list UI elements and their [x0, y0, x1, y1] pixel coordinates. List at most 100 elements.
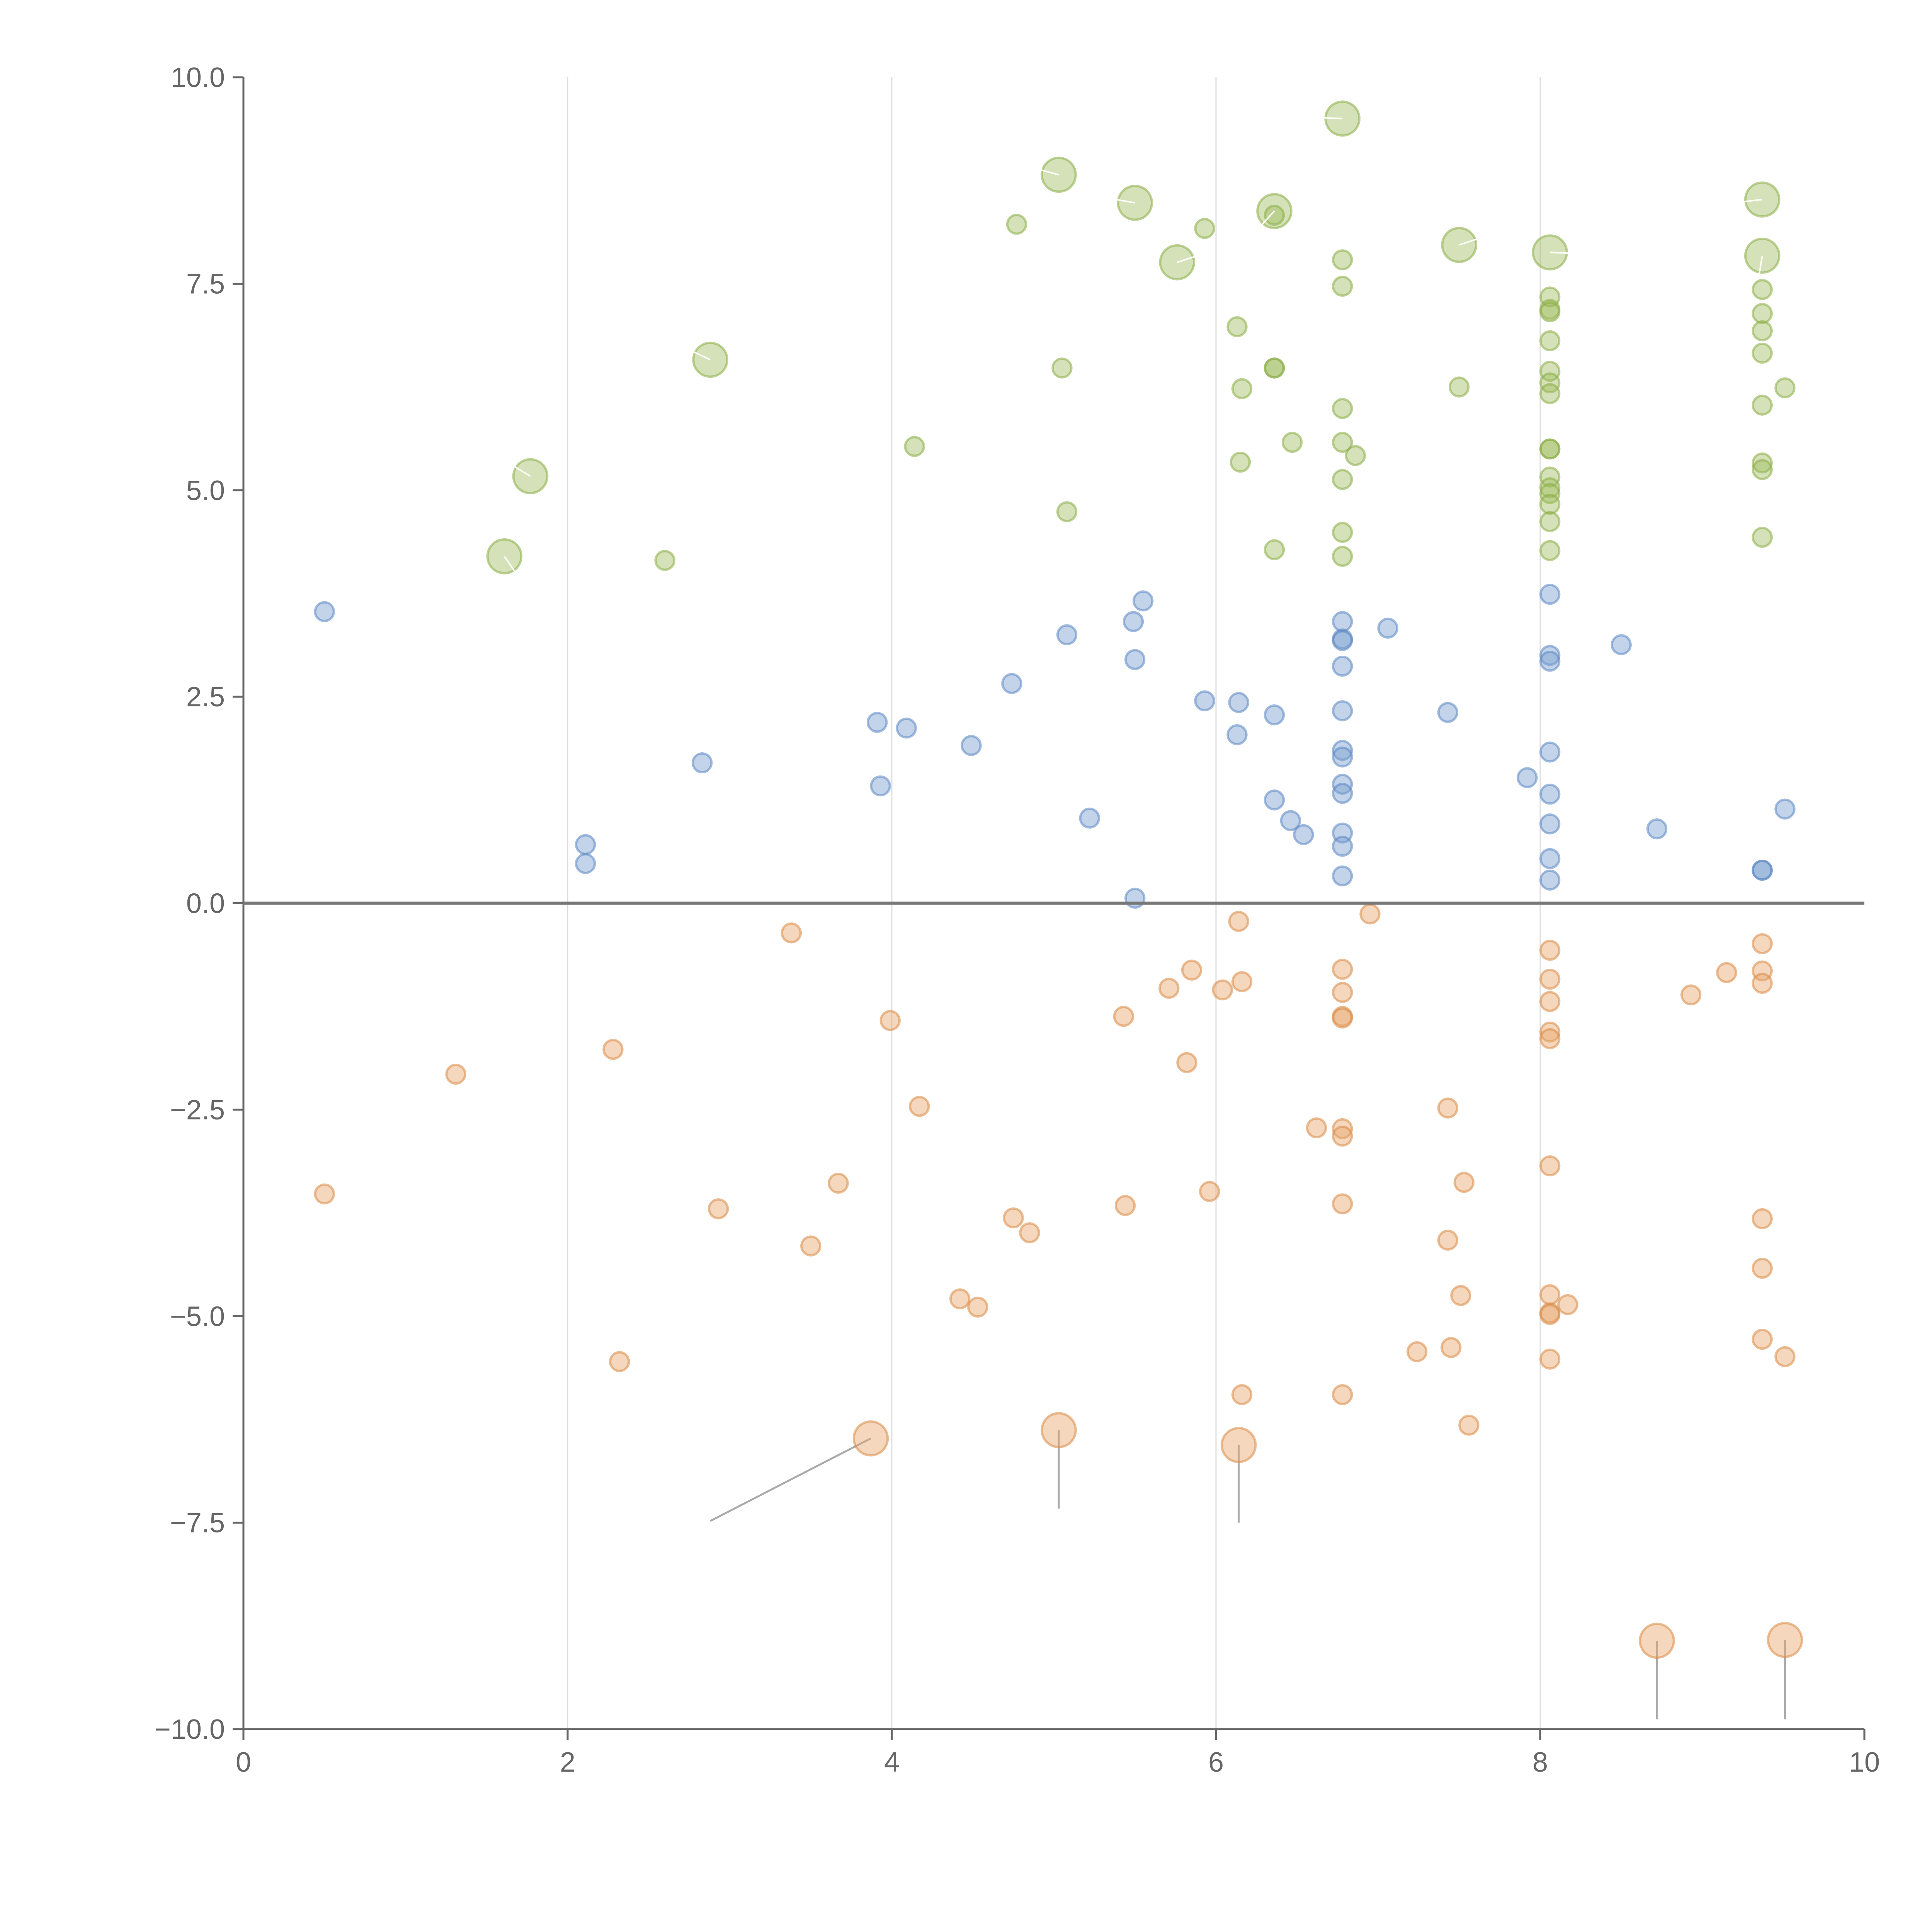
data-point-orange: [1453, 1172, 1475, 1193]
data-point-blue: [1539, 651, 1561, 672]
data-point-blue: [1332, 746, 1353, 768]
annotation-leader-line: [1305, 116, 1343, 119]
data-point-orange: [1539, 940, 1561, 961]
data-point-blue: [1122, 611, 1144, 632]
data-point-blue: [896, 718, 917, 739]
data-point-blue: [1124, 888, 1146, 909]
series-orange: [314, 903, 1803, 1659]
data-point-orange: [1003, 1207, 1024, 1229]
data-point-orange: [1231, 1384, 1253, 1405]
y-tick-label: 5.0: [186, 475, 225, 506]
data-point-orange: [445, 1063, 466, 1085]
leader-layer: [710, 1430, 1786, 1719]
data-point-green: [1051, 357, 1073, 379]
data-point-blue: [870, 775, 891, 797]
data-point-green: [1282, 432, 1303, 453]
data-point-orange: [1716, 962, 1737, 983]
data-point-orange: [1437, 1230, 1459, 1251]
data-point-green: [654, 550, 675, 571]
data-point-orange: [1539, 1284, 1561, 1305]
data-point-blue: [1264, 789, 1285, 811]
data-point-blue: [1539, 869, 1561, 891]
data-point-orange: [1539, 1021, 1561, 1043]
data-point-orange: [1306, 1117, 1327, 1139]
data-point-blue: [1332, 783, 1353, 804]
data-point-orange: [1440, 1337, 1462, 1358]
data-point-green: [1774, 377, 1796, 398]
annotation-leader-line: [1251, 210, 1275, 236]
data-point-blue: [1539, 645, 1561, 666]
data-point-orange: [1332, 1384, 1353, 1405]
axis-layer: 0 2 4 6 8 10 10.0 7.5 5.0 2.5 0.0 −2.5 −5.0 −7.5 −10.0: [155, 62, 1880, 1778]
data-point-blue: [1079, 808, 1100, 829]
data-point-orange: [1199, 1181, 1220, 1202]
data-point-blue: [1133, 590, 1154, 612]
data-point-blue: [1194, 690, 1215, 711]
data-point-green: [1539, 330, 1561, 352]
data-point-blue: [1332, 835, 1353, 857]
data-point-green: [1539, 383, 1561, 404]
data-point-orange: [949, 1288, 971, 1310]
data-point-green: [1752, 459, 1773, 480]
data-point-green: [1539, 483, 1561, 504]
data-point-blue: [1264, 704, 1285, 726]
data-point-blue: [1517, 767, 1538, 788]
data-point-orange: [1019, 1222, 1040, 1243]
annotation-leader-line: [1726, 199, 1762, 205]
data-point-orange: [1228, 911, 1249, 932]
data-point-green: [1539, 466, 1561, 488]
data-point-blue: [575, 853, 596, 874]
data-point-green: [1539, 540, 1561, 561]
y-tick-label: −5.0: [170, 1301, 225, 1332]
data-point-orange: [602, 1039, 624, 1060]
data-point-green: [1539, 438, 1561, 460]
data-point-orange: [1332, 1193, 1353, 1214]
data-point-green: [1194, 218, 1215, 239]
data-point-orange: [1752, 1328, 1773, 1350]
data-point-orange: [1176, 1052, 1197, 1073]
data-point-orange: [1450, 1285, 1471, 1306]
data-point-green: [1539, 493, 1561, 515]
annotation-leader-line: [668, 339, 711, 361]
y-tick-label: 7.5: [186, 269, 225, 299]
data-point-blue: [961, 735, 982, 756]
data-point-green: [1230, 451, 1251, 473]
y-tick-label: −7.5: [170, 1508, 225, 1539]
data-point-blue: [1332, 740, 1353, 761]
data-point-orange: [1332, 982, 1353, 1003]
data-point-green: [1752, 342, 1773, 364]
annotation-leader-line: [1018, 163, 1059, 176]
data-point-green: [1332, 469, 1353, 490]
annotation-leader-line: [710, 1437, 871, 1522]
large-bubble-orange: [1220, 1427, 1257, 1463]
data-point-green: [1752, 395, 1773, 416]
data-point-green: [1752, 303, 1773, 324]
y-tick-label: −10.0: [155, 1714, 225, 1745]
data-point-orange: [909, 1096, 930, 1117]
data-point-blue: [1228, 692, 1249, 713]
data-point-green: [1539, 511, 1561, 532]
x-tick-label: 6: [1208, 1747, 1224, 1778]
annotation-leader-line: [505, 461, 531, 477]
data-point-blue: [1226, 724, 1248, 745]
data-point-blue: [1539, 742, 1561, 763]
data-point-blue: [1056, 624, 1078, 645]
data-point-blue: [1539, 583, 1561, 605]
data-point-blue: [1332, 611, 1353, 632]
data-point-orange: [1557, 1294, 1578, 1315]
data-point-orange: [1437, 1097, 1459, 1119]
annotation-leader-line: [1078, 192, 1135, 204]
data-point-green: [1231, 378, 1253, 400]
data-point-green: [1752, 452, 1773, 474]
data-point-blue: [1377, 617, 1398, 639]
large-bubble-orange: [1639, 1622, 1675, 1659]
annotation-leader-line: [503, 556, 517, 573]
data-point-green: [1056, 501, 1078, 522]
data-point-blue: [1332, 865, 1353, 887]
data-point-blue: [1437, 702, 1459, 723]
data-point-blue: [314, 601, 335, 622]
data-point-blue: [1539, 848, 1561, 869]
y-tick-label: 2.5: [186, 682, 225, 713]
data-point-orange: [707, 1198, 729, 1219]
